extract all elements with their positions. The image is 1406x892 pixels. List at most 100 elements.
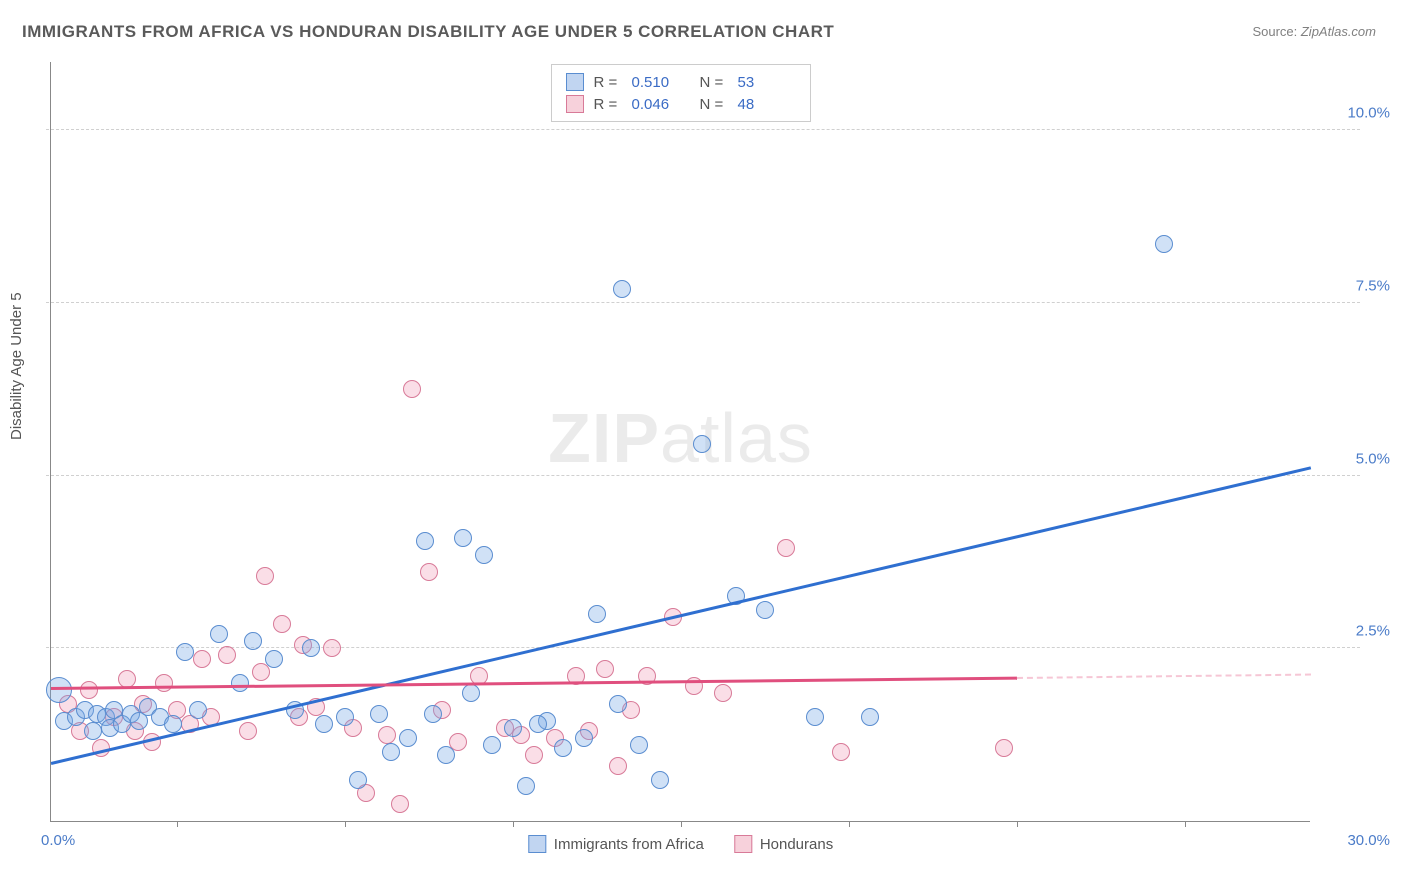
r-val-africa: 0.510 xyxy=(632,74,690,91)
scatter-point xyxy=(609,757,627,775)
n-val-africa: 53 xyxy=(738,74,796,91)
scatter-point xyxy=(273,615,291,633)
watermark: ZIPatlas xyxy=(548,398,813,478)
origin-label: 0.0% xyxy=(41,832,101,849)
swatch-pink-icon xyxy=(566,95,584,113)
scatter-point xyxy=(861,708,879,726)
gridline xyxy=(46,647,1360,648)
scatter-point xyxy=(336,708,354,726)
x-end-label: 30.0% xyxy=(1320,832,1390,849)
watermark-bold: ZIP xyxy=(548,399,660,477)
scatter-point xyxy=(323,639,341,657)
scatter-point xyxy=(504,719,522,737)
scatter-point xyxy=(449,733,467,751)
legend-label-hondurans: Hondurans xyxy=(760,836,833,853)
x-tick xyxy=(177,821,178,827)
n-label: N = xyxy=(700,96,728,113)
scatter-point xyxy=(378,726,396,744)
gridline xyxy=(46,129,1360,130)
scatter-point xyxy=(832,743,850,761)
scatter-point xyxy=(46,677,72,703)
scatter-point xyxy=(454,529,472,547)
scatter-point xyxy=(483,736,501,754)
scatter-point xyxy=(714,684,732,702)
scatter-point xyxy=(302,639,320,657)
legend-item-africa: Immigrants from Africa xyxy=(528,835,704,853)
source-attribution: Source: ZipAtlas.com xyxy=(1252,24,1376,39)
scatter-point xyxy=(84,722,102,740)
legend-label-africa: Immigrants from Africa xyxy=(554,836,704,853)
swatch-blue-icon xyxy=(528,835,546,853)
gridline xyxy=(46,475,1360,476)
legend-series: Immigrants from Africa Hondurans xyxy=(528,835,833,853)
scatter-point xyxy=(416,532,434,550)
watermark-rest: atlas xyxy=(660,399,813,477)
x-tick xyxy=(681,821,682,827)
scatter-point xyxy=(193,650,211,668)
scatter-point xyxy=(596,660,614,678)
scatter-point xyxy=(256,567,274,585)
scatter-point xyxy=(630,736,648,754)
scatter-point xyxy=(399,729,417,747)
scatter-point xyxy=(424,705,442,723)
scatter-point xyxy=(349,771,367,789)
scatter-point xyxy=(529,715,547,733)
scatter-point xyxy=(554,739,572,757)
y-tick-label: 7.5% xyxy=(1330,277,1390,294)
y-tick-label: 10.0% xyxy=(1330,105,1390,122)
scatter-point xyxy=(609,695,627,713)
gridline xyxy=(46,302,1360,303)
scatter-point xyxy=(420,563,438,581)
r-label: R = xyxy=(594,96,622,113)
scatter-point xyxy=(176,643,194,661)
scatter-point xyxy=(995,739,1013,757)
y-tick-label: 2.5% xyxy=(1330,623,1390,640)
x-tick xyxy=(1185,821,1186,827)
scatter-point xyxy=(265,650,283,668)
scatter-point xyxy=(189,701,207,719)
legend-item-hondurans: Hondurans xyxy=(734,835,833,853)
scatter-point xyxy=(437,746,455,764)
x-tick xyxy=(1017,821,1018,827)
scatter-point xyxy=(239,722,257,740)
plot-area: ZIPatlas R = 0.510 N = 53 R = 0.046 N = … xyxy=(50,62,1310,822)
scatter-point xyxy=(210,625,228,643)
swatch-blue-icon xyxy=(566,73,584,91)
scatter-point xyxy=(693,435,711,453)
y-tick-label: 5.0% xyxy=(1330,450,1390,467)
scatter-point xyxy=(403,380,421,398)
scatter-point xyxy=(1155,235,1173,253)
scatter-point xyxy=(155,674,173,692)
scatter-point xyxy=(218,646,236,664)
scatter-point xyxy=(462,684,480,702)
y-axis-label: Disability Age Under 5 xyxy=(8,292,25,440)
scatter-point xyxy=(517,777,535,795)
scatter-point xyxy=(777,539,795,557)
trend-line xyxy=(51,466,1312,764)
source-prefix: Source: xyxy=(1252,24,1300,39)
legend-row-africa: R = 0.510 N = 53 xyxy=(566,71,796,93)
legend-correlation: R = 0.510 N = 53 R = 0.046 N = 48 xyxy=(551,64,811,122)
scatter-point xyxy=(525,746,543,764)
scatter-point xyxy=(164,715,182,733)
scatter-point xyxy=(382,743,400,761)
scatter-point xyxy=(756,601,774,619)
x-tick xyxy=(513,821,514,827)
n-label: N = xyxy=(700,74,728,91)
r-val-hondurans: 0.046 xyxy=(632,96,690,113)
scatter-point xyxy=(613,280,631,298)
x-tick xyxy=(345,821,346,827)
trend-line xyxy=(1017,674,1311,679)
trend-line xyxy=(51,677,1017,690)
scatter-point xyxy=(651,771,669,789)
scatter-point xyxy=(588,605,606,623)
chart-container: IMMIGRANTS FROM AFRICA VS HONDURAN DISAB… xyxy=(0,0,1406,892)
legend-row-hondurans: R = 0.046 N = 48 xyxy=(566,93,796,115)
n-val-hondurans: 48 xyxy=(738,96,796,113)
scatter-point xyxy=(475,546,493,564)
scatter-point xyxy=(370,705,388,723)
scatter-point xyxy=(231,674,249,692)
x-tick xyxy=(849,821,850,827)
scatter-point xyxy=(315,715,333,733)
source-link[interactable]: ZipAtlas.com xyxy=(1301,24,1376,39)
